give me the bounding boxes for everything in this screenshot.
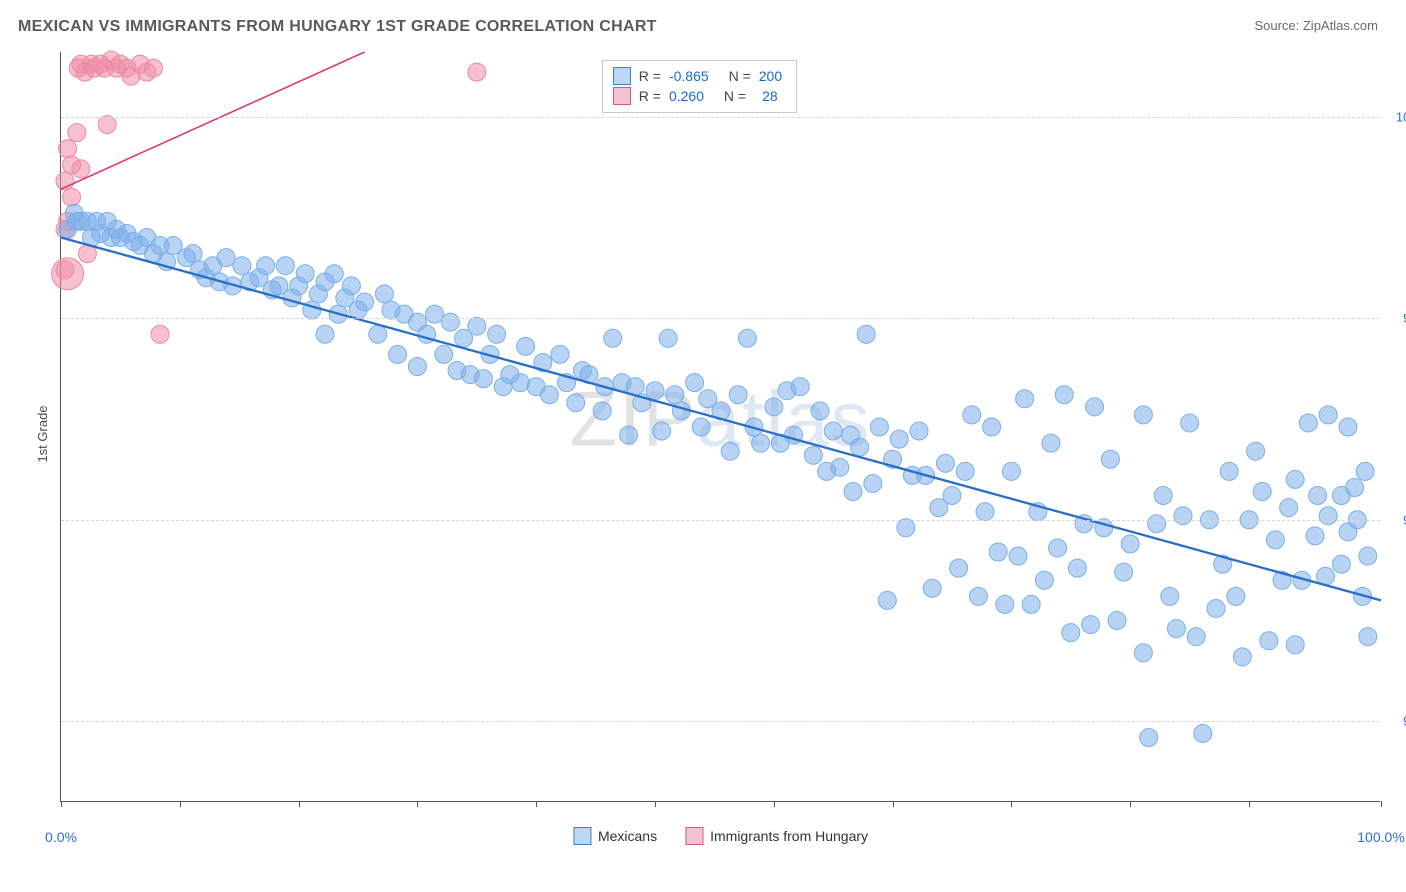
chart-area: 1st Grade ZIPatlas R = -0.865 N = 200 R … <box>18 44 1388 824</box>
n-value-mexicans: 200 <box>759 66 782 86</box>
x-tick-mark <box>893 801 894 807</box>
x-tick-mark <box>1130 801 1131 807</box>
x-tick-label-left: 0.0% <box>45 829 77 845</box>
source-name: ZipAtlas.com <box>1303 18 1378 33</box>
x-tick-mark <box>536 801 537 807</box>
swatch-mexicans-icon <box>613 67 631 85</box>
x-tick-mark <box>1381 801 1382 807</box>
source-label: Source: <box>1254 18 1302 33</box>
swatch-hungary-icon <box>613 87 631 105</box>
n-label: N = <box>724 86 746 106</box>
legend-item-mexicans: Mexicans <box>573 827 657 845</box>
legend-label-mexicans: Mexicans <box>598 828 657 844</box>
legend-item-hungary: Immigrants from Hungary <box>685 827 868 845</box>
x-tick-label-right: 100.0% <box>1357 829 1404 845</box>
gridline <box>61 721 1380 722</box>
y-tick-label: 100.0% <box>1396 109 1406 124</box>
r-label: R = <box>639 66 661 86</box>
r-label: R = <box>639 86 661 106</box>
x-tick-mark <box>299 801 300 807</box>
n-label: N = <box>729 66 751 86</box>
y-axis-label: 1st Grade <box>35 405 50 462</box>
legend: Mexicans Immigrants from Hungary <box>573 827 868 845</box>
r-value-mexicans: -0.865 <box>669 66 709 86</box>
chart-title: MEXICAN VS IMMIGRANTS FROM HUNGARY 1ST G… <box>18 18 657 36</box>
legend-swatch-mexicans-icon <box>573 827 591 845</box>
x-tick-mark <box>1249 801 1250 807</box>
chart-header: MEXICAN VS IMMIGRANTS FROM HUNGARY 1ST G… <box>0 0 1406 44</box>
source-attribution: Source: ZipAtlas.com <box>1254 18 1378 33</box>
gridline <box>61 318 1380 319</box>
plot-region: ZIPatlas R = -0.865 N = 200 R = 0.260 N … <box>60 52 1380 802</box>
stats-row-mexicans: R = -0.865 N = 200 <box>613 66 782 86</box>
n-value-hungary: 28 <box>754 86 778 106</box>
x-tick-mark <box>774 801 775 807</box>
gridline <box>61 117 1380 118</box>
stats-row-hungary: R = 0.260 N = 28 <box>613 86 782 106</box>
correlation-stats-box: R = -0.865 N = 200 R = 0.260 N = 28 <box>602 60 797 113</box>
plot-svg <box>61 52 1380 801</box>
legend-label-hungary: Immigrants from Hungary <box>710 828 868 844</box>
x-tick-mark <box>61 801 62 807</box>
legend-swatch-hungary-icon <box>685 827 703 845</box>
x-tick-mark <box>655 801 656 807</box>
gridline <box>61 520 1380 521</box>
r-value-hungary: 0.260 <box>669 86 704 106</box>
x-tick-mark <box>180 801 181 807</box>
x-tick-mark <box>417 801 418 807</box>
x-tick-mark <box>1011 801 1012 807</box>
